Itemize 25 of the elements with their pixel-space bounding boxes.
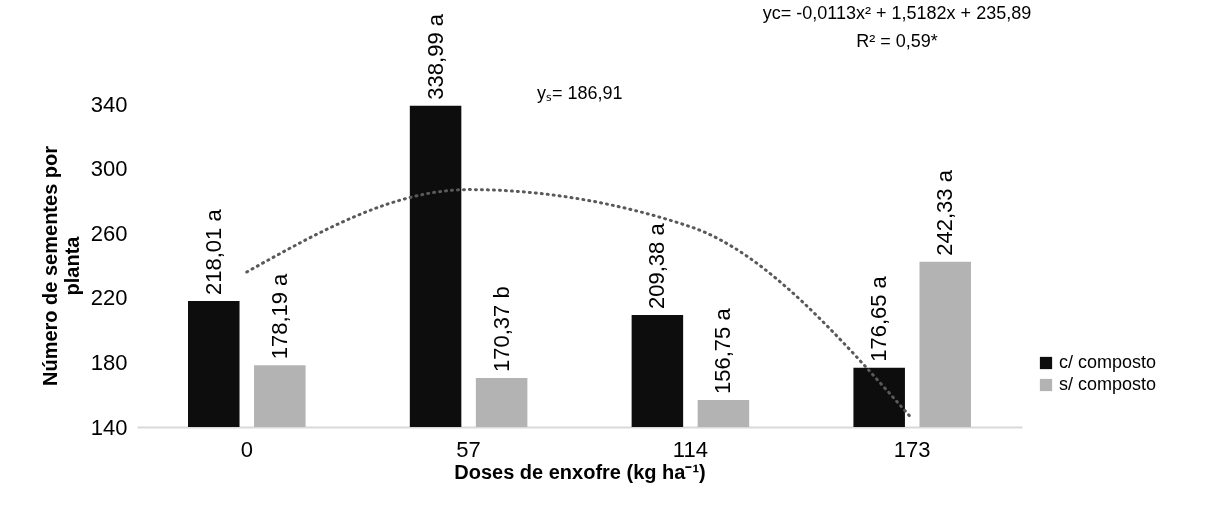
y-tick-label: 180 [90,349,128,375]
text: R² = 0,59* [856,31,938,51]
x-tick-label: 114 [672,436,708,462]
data-label: 156,75 a [710,307,736,394]
data-label: 178,19 a [266,272,292,360]
x-tick-label: 0 [240,436,253,462]
y-axis-title: Número de sementes por planta [38,145,83,387]
data-label: 170,37 b [488,286,514,372]
x-tick-label: 57 [456,436,481,462]
x-tick-label: 173 [893,436,931,462]
y-tick-label: 300 [90,156,128,182]
data-label: 176,65 a [866,275,892,362]
data-label: 209,38 a [644,222,670,309]
data-label: 242,33 a [932,169,958,256]
text: yₛ= 186,91 [537,83,623,103]
legend-label: s/ composto [1059,374,1157,394]
y-tick-label: 260 [90,220,128,246]
y-tick-label: 340 [90,91,128,117]
data-label: 338,99 a [422,13,448,100]
legend-label: c/ composto [1059,352,1157,372]
x-axis-title: Doses de enxofre (kg ha⁻¹) [454,460,706,483]
text: yc= -0,0113x² + 1,5182x + 235,89 [762,3,1032,23]
data-label: 218,01 a [200,208,226,296]
y-tick-label: 140 [90,414,128,440]
y-tick-label: 220 [90,285,128,311]
